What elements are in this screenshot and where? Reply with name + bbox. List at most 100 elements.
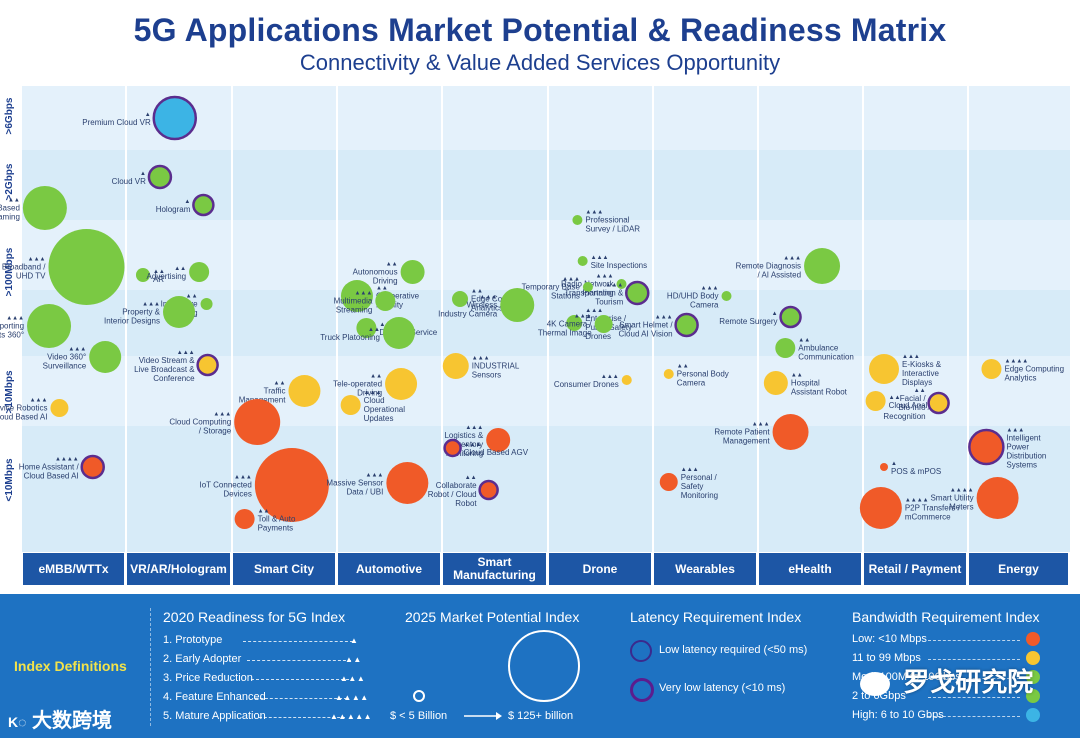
point-marker xyxy=(976,477,1019,519)
readiness-marks: ▲▲▲ xyxy=(585,210,603,216)
index-definitions-label: Index Definitions xyxy=(14,658,127,674)
readiness-marks: ▲▲ xyxy=(258,509,270,515)
readiness-marks: ▲▲▲ xyxy=(364,390,382,396)
point-marker xyxy=(486,428,511,452)
readiness-marks: ▲▲▲ xyxy=(68,347,86,353)
point-marker xyxy=(572,215,583,225)
y-axis-label: >2Gbps xyxy=(4,163,15,200)
point-marker xyxy=(763,371,788,395)
readiness-marks: ▲ xyxy=(350,636,359,645)
bandwidth-color-dot xyxy=(1026,670,1040,684)
readiness-marks: ▲ xyxy=(140,171,146,177)
point-marker xyxy=(566,315,583,331)
point-label: Interactive xyxy=(902,369,939,378)
point-label: Interior Designs xyxy=(104,317,160,326)
point-label: Industry Camera xyxy=(438,310,498,319)
readiness-marks: ▲▲▲ xyxy=(6,316,24,322)
point-label: UHD TV xyxy=(16,272,46,281)
point-label: Smart Utility xyxy=(930,494,973,503)
readiness-marks: ▲▲ xyxy=(376,286,388,292)
point-label: Analytics xyxy=(471,304,503,313)
readiness-title: 2020 Readiness for 5G Index xyxy=(163,609,346,625)
leader-line xyxy=(928,659,1020,660)
point-label: Tele-operated xyxy=(333,380,382,389)
market-small-label: $ < 5 Billion xyxy=(390,710,448,722)
point-marker xyxy=(775,338,796,358)
category-label: Manufacturing xyxy=(453,568,536,582)
point-marker xyxy=(340,395,361,415)
point-marker xyxy=(500,288,535,322)
readiness-marks: ▲▲ xyxy=(465,475,477,481)
chart-title: 5G Applications Market Potential & Readi… xyxy=(133,12,947,48)
point-label: Updates xyxy=(364,414,394,423)
leader-line xyxy=(928,678,1020,679)
readiness-marks: ▲▲▲ xyxy=(655,315,673,321)
point-label: Thermal Image xyxy=(538,329,592,338)
category-bar xyxy=(864,553,966,585)
point-marker xyxy=(234,509,255,529)
readiness-marks: ▲ xyxy=(772,311,778,317)
chart-panel-bg xyxy=(22,86,1070,552)
point-marker xyxy=(968,428,1005,466)
point-label: Driving xyxy=(373,277,398,286)
point-marker xyxy=(869,354,899,384)
readiness-marks: ▲▲▲ xyxy=(213,412,231,418)
point-label: Safety xyxy=(681,482,704,491)
point-label: AR xyxy=(153,275,164,284)
header: 5G Applications Market Potential & Readi… xyxy=(0,0,1080,86)
category-label: VR/AR/Hologram xyxy=(130,562,227,576)
bandwidth-title: Bandwidth Requirement Index xyxy=(852,609,1040,625)
point-marker xyxy=(254,448,329,522)
point-label: POS & mPOS xyxy=(891,467,941,476)
readiness-marks: ▲▲ xyxy=(677,364,689,370)
readiness-marks: ▲▲ xyxy=(370,374,382,380)
watermark-right: 罗戈研究院 xyxy=(860,662,1033,699)
point-label: Home Assistant / xyxy=(19,463,80,472)
point-label: Remote Diagnosis xyxy=(736,262,801,271)
leader-line xyxy=(251,679,349,680)
readiness-marks: ▲ xyxy=(145,112,151,118)
readiness-marks: ▲▲▲ xyxy=(701,286,719,292)
point-marker xyxy=(152,95,198,141)
point-marker xyxy=(452,291,469,307)
readiness-marks: ▲▲▲ xyxy=(574,314,592,320)
point-label: Surveillance xyxy=(43,362,87,371)
readiness-marks: ▲▲ xyxy=(386,262,398,268)
point-label: Multimedia xyxy=(334,297,373,306)
point-label: Cloud Computing xyxy=(169,418,231,427)
point-marker xyxy=(577,256,588,266)
point-label: Conference xyxy=(153,374,195,383)
point-label: Autonomous xyxy=(353,268,398,277)
readiness-marks: ▲▲▲ xyxy=(366,473,384,479)
point-label: Survey / LiDAR xyxy=(585,225,640,234)
point-label: Robot / Cloud xyxy=(428,490,477,499)
point-marker xyxy=(382,317,415,349)
market-large-circle xyxy=(508,630,580,702)
point-label: Live Sporting xyxy=(0,322,24,331)
category-label: Wearables xyxy=(675,562,735,576)
point-label: Video 360° xyxy=(47,353,86,362)
category-label: Drone xyxy=(583,562,618,576)
very-low-latency-ring xyxy=(630,678,654,702)
wechat-icon xyxy=(860,672,890,697)
readiness-marks: ▲▲▲ xyxy=(142,302,160,308)
point-label: Service Robotics xyxy=(0,404,47,413)
point-marker xyxy=(927,391,950,415)
bandwidth-color-dot xyxy=(1026,651,1040,665)
point-label: Meters xyxy=(949,503,973,512)
point-label: Systems xyxy=(1006,461,1037,470)
point-marker xyxy=(663,369,674,379)
point-marker xyxy=(594,315,613,333)
point-label: Communication xyxy=(798,353,854,362)
readiness-marks: ▲▲ xyxy=(889,395,901,401)
point-label: HD/UHD Body xyxy=(667,292,719,301)
point-label: Tourism xyxy=(595,298,623,307)
point-label: Cloud Based AGV xyxy=(464,448,529,457)
point-label: Cloud Based xyxy=(0,204,20,213)
point-label: Camera xyxy=(690,301,719,310)
point-marker xyxy=(621,375,632,385)
point-label: Traffic xyxy=(264,387,286,396)
point-label: Hologram xyxy=(156,205,191,214)
point-marker xyxy=(340,280,373,312)
readiness-marks: ▲▲▲ xyxy=(601,374,619,380)
